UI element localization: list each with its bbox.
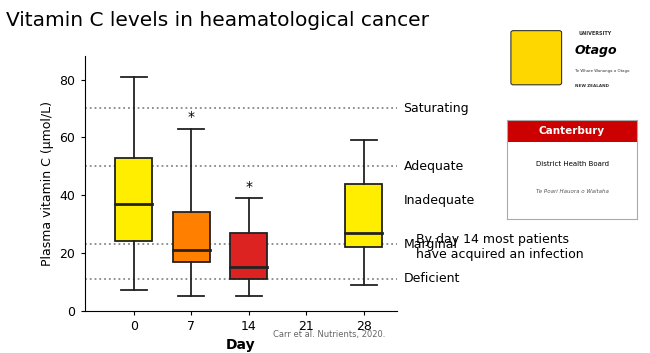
Bar — [345, 184, 382, 247]
Text: By day 14 most patients
have acquired an infection: By day 14 most patients have acquired an… — [416, 233, 584, 261]
Bar — [230, 233, 267, 279]
Text: Marginal: Marginal — [404, 238, 458, 251]
Text: Te Whare Wananga o Otago: Te Whare Wananga o Otago — [575, 69, 629, 73]
Text: *: * — [188, 110, 195, 124]
Text: Te Poari Hauora o Waitaha: Te Poari Hauora o Waitaha — [536, 189, 608, 194]
Text: UNIVERSITY: UNIVERSITY — [578, 31, 612, 36]
Bar — [507, 120, 637, 142]
Text: Adequate: Adequate — [404, 160, 463, 173]
Text: Saturating: Saturating — [404, 102, 469, 115]
X-axis label: Day: Day — [226, 338, 255, 352]
Text: Carr et al. Nutrients, 2020.: Carr et al. Nutrients, 2020. — [273, 330, 385, 339]
Bar — [173, 213, 210, 262]
Text: Vitamin C levels in heamatological cancer: Vitamin C levels in heamatological cance… — [6, 11, 430, 30]
Text: Deficient: Deficient — [404, 273, 460, 285]
FancyBboxPatch shape — [511, 31, 562, 85]
Text: Inadequate: Inadequate — [404, 195, 474, 208]
Text: Canterbury: Canterbury — [539, 126, 605, 136]
Text: NEW ZEALAND: NEW ZEALAND — [575, 84, 608, 88]
Text: Otago: Otago — [575, 44, 618, 57]
Y-axis label: Plasma vitamin C (μmol/L): Plasma vitamin C (μmol/L) — [41, 101, 54, 266]
Text: *: * — [245, 180, 252, 194]
Text: District Health Board: District Health Board — [536, 161, 608, 167]
Bar — [115, 157, 152, 241]
